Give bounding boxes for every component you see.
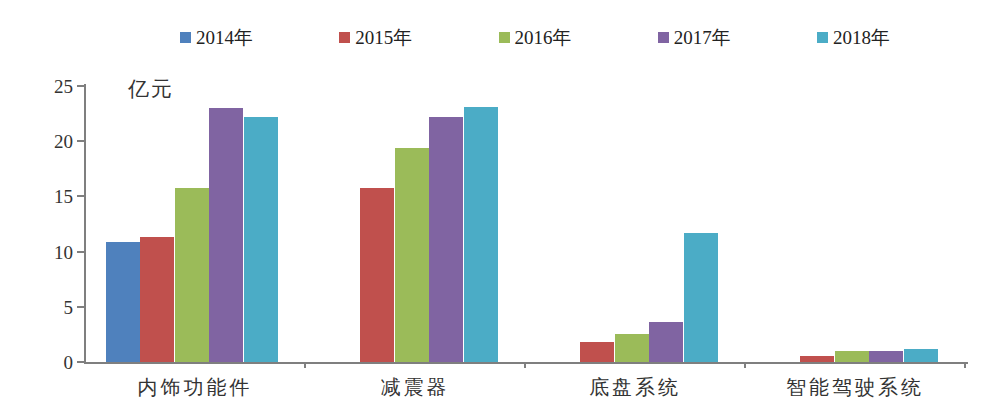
bar-底盘系统-2017年 [649,322,683,362]
y-tick-mark [77,85,85,87]
y-tick-label: 10 [27,243,73,262]
bar-内饰功能件-2015年 [140,237,174,362]
y-tick-label: 0 [27,353,73,372]
x-tick-mark [524,362,526,368]
y-axis-unit-label: 亿元 [128,75,174,103]
bar-底盘系统-2016年 [615,334,649,362]
y-tick-label: 25 [27,77,73,96]
y-tick-label: 20 [27,132,73,151]
bar-内饰功能件-2017年 [209,108,243,362]
bar-减震器-2017年 [429,117,463,362]
plot-area: 亿元 0 5 10 15 20 25 内饰功能件减震器底盘系统智能驾驶系统 [0,0,992,414]
bar-智能驾驶系统-2015年 [800,356,834,362]
y-tick-mark [77,251,85,253]
y-axis-line [84,84,86,364]
bar-内饰功能件-2018年 [244,117,278,362]
bar-减震器-2015年 [360,188,394,362]
y-tick-mark [77,195,85,197]
bar-底盘系统-2015年 [580,342,614,362]
x-tick-mark [744,362,746,368]
category-label-内饰功能件: 内饰功能件 [85,374,305,401]
bar-减震器-2018年 [464,107,498,362]
x-tick-mark [304,362,306,368]
y-tick-mark [77,361,85,363]
bar-chart: 2014年2015年2016年2017年2018年 亿元 0510152025 … [0,0,992,414]
bar-智能驾驶系统-2018年 [904,349,938,362]
bar-减震器-2016年 [395,148,429,362]
x-tick-mark [964,362,966,368]
x-axis-line [84,362,968,364]
category-label-底盘系统: 底盘系统 [525,374,745,401]
bar-内饰功能件-2016年 [175,188,209,362]
y-tick-label: 15 [27,187,73,206]
bar-智能驾驶系统-2017年 [869,351,903,362]
bar-内饰功能件-2014年 [106,242,140,362]
bar-智能驾驶系统-2016年 [835,351,869,362]
bar-底盘系统-2018年 [684,233,718,362]
y-tick-label: 5 [27,298,73,317]
y-tick-mark [77,306,85,308]
category-label-智能驾驶系统: 智能驾驶系统 [745,374,965,401]
y-tick-mark [77,140,85,142]
category-label-减震器: 减震器 [305,374,525,401]
